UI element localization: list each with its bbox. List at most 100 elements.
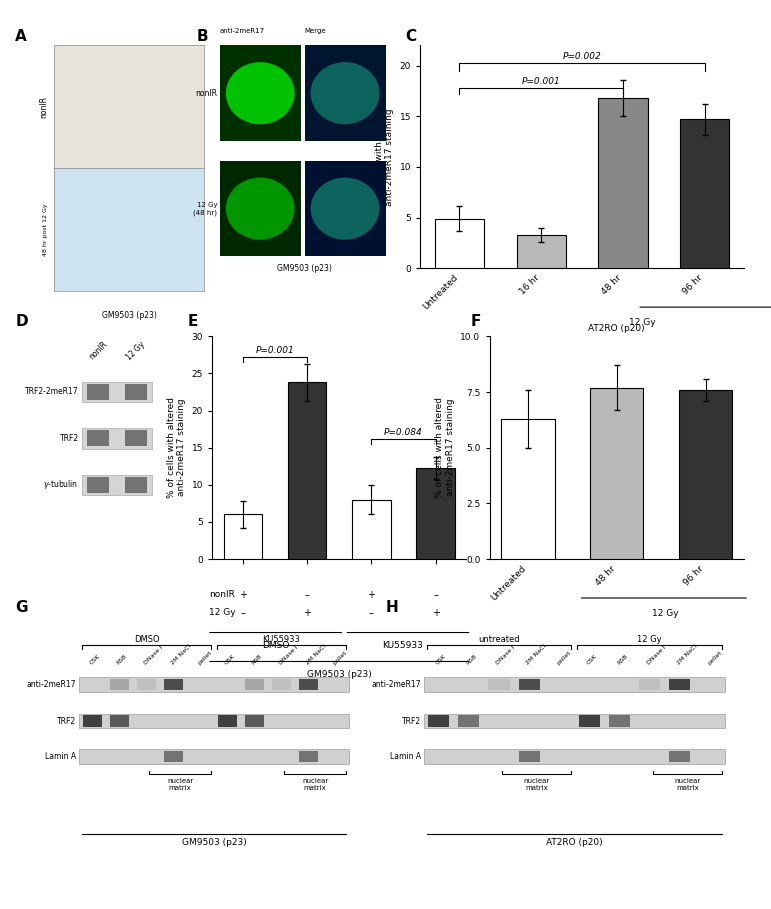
Text: A: A xyxy=(15,29,27,45)
Text: TRF2: TRF2 xyxy=(57,716,76,725)
Bar xyxy=(299,751,318,763)
Text: P=0.084: P=0.084 xyxy=(384,427,423,436)
Y-axis label: % of cells with altered
anti-2meR17 staining: % of cells with altered anti-2meR17 stai… xyxy=(375,106,394,207)
Text: AT2RO (p20): AT2RO (p20) xyxy=(546,838,603,847)
Bar xyxy=(680,119,729,268)
Bar xyxy=(299,678,318,690)
Text: 12 Gy: 12 Gy xyxy=(629,318,656,327)
Text: GM9503 (p23): GM9503 (p23) xyxy=(277,264,332,273)
Text: CSK: CSK xyxy=(224,654,236,666)
Text: 2M NaCl: 2M NaCl xyxy=(305,644,327,666)
Ellipse shape xyxy=(311,177,379,240)
Bar xyxy=(519,678,540,690)
Text: 2M NaCl: 2M NaCl xyxy=(676,644,699,666)
Text: 2M NaCl: 2M NaCl xyxy=(526,644,547,666)
Text: B: B xyxy=(197,29,208,45)
Text: DNase I: DNase I xyxy=(646,645,667,666)
Text: +: + xyxy=(303,608,311,618)
Text: 12 Gy: 12 Gy xyxy=(651,609,678,618)
Text: CSK: CSK xyxy=(89,654,101,666)
Text: nonIR: nonIR xyxy=(195,89,217,98)
Text: –: – xyxy=(433,590,438,600)
Bar xyxy=(218,715,237,727)
Bar xyxy=(669,678,691,690)
Bar xyxy=(416,468,455,559)
Bar xyxy=(598,98,648,268)
Text: nonIR: nonIR xyxy=(210,590,235,599)
Bar xyxy=(110,715,129,727)
Text: anti-2meR17: anti-2meR17 xyxy=(27,680,76,689)
Bar xyxy=(86,477,109,493)
Text: Merge: Merge xyxy=(305,27,326,34)
Text: H: H xyxy=(386,600,399,615)
Text: anti-2meR17: anti-2meR17 xyxy=(220,27,265,34)
Text: nonIR: nonIR xyxy=(87,340,109,362)
Text: DMSO: DMSO xyxy=(262,642,289,651)
Bar xyxy=(579,715,600,727)
Text: RSB: RSB xyxy=(116,654,128,666)
Bar xyxy=(501,419,554,559)
Bar xyxy=(428,715,449,727)
Bar xyxy=(125,384,147,400)
Text: P=0.001: P=0.001 xyxy=(522,77,561,86)
Text: DNase I: DNase I xyxy=(143,645,163,666)
Text: P=0.002: P=0.002 xyxy=(563,52,601,61)
Bar xyxy=(82,474,152,495)
Text: pellet: pellet xyxy=(197,650,213,666)
Text: +: + xyxy=(367,590,375,600)
Text: 12 Gy: 12 Gy xyxy=(638,634,662,644)
Text: untreated: untreated xyxy=(478,634,520,644)
Bar xyxy=(164,751,183,763)
Bar xyxy=(110,678,129,690)
Text: TRF2-2meR17: TRF2-2meR17 xyxy=(25,387,79,396)
Bar xyxy=(245,678,264,690)
Text: nuclear
matrix: nuclear matrix xyxy=(524,777,550,791)
Ellipse shape xyxy=(226,177,295,240)
Bar xyxy=(79,677,349,692)
Y-axis label: % of cells with altered
anti-2meR17 staining: % of cells with altered anti-2meR17 stai… xyxy=(436,397,455,498)
Text: +: + xyxy=(239,590,247,600)
Bar xyxy=(489,678,510,690)
Text: nuclear
matrix: nuclear matrix xyxy=(675,777,701,791)
Text: GM9503 (p23): GM9503 (p23) xyxy=(307,670,372,679)
Bar xyxy=(224,514,262,559)
Bar xyxy=(245,715,264,727)
Bar xyxy=(424,677,725,692)
Text: DNase I: DNase I xyxy=(278,645,298,666)
Ellipse shape xyxy=(311,177,379,240)
Text: 12 Gy: 12 Gy xyxy=(210,608,236,617)
Text: –: – xyxy=(369,608,374,618)
Bar xyxy=(519,751,540,763)
Text: –: – xyxy=(305,590,309,600)
Text: DMSO: DMSO xyxy=(133,634,160,644)
Text: GM9503 (p23): GM9503 (p23) xyxy=(550,339,614,348)
Bar xyxy=(79,749,349,764)
Bar xyxy=(125,477,147,493)
Text: CSK: CSK xyxy=(436,654,447,666)
Bar xyxy=(352,500,391,559)
Text: C: C xyxy=(405,29,416,45)
Text: P=0.001: P=0.001 xyxy=(256,346,295,355)
Bar xyxy=(272,678,291,690)
Text: D: D xyxy=(15,314,28,329)
Text: RSB: RSB xyxy=(251,654,263,666)
Text: GM9503 (p23): GM9503 (p23) xyxy=(182,838,246,847)
Bar xyxy=(125,431,147,446)
Bar xyxy=(639,678,660,690)
Bar xyxy=(79,714,349,728)
Bar xyxy=(83,715,102,727)
Text: E: E xyxy=(187,314,197,329)
Title: AT2RO (p20): AT2RO (p20) xyxy=(588,324,645,333)
Text: nuclear
matrix: nuclear matrix xyxy=(167,777,194,791)
Text: Lamin A: Lamin A xyxy=(45,752,76,761)
Text: 12 Gy
(48 hr): 12 Gy (48 hr) xyxy=(194,203,217,215)
Bar xyxy=(609,715,630,727)
Text: KU55933: KU55933 xyxy=(382,642,423,651)
Text: $\gamma$-tubulin: $\gamma$-tubulin xyxy=(43,478,79,491)
Y-axis label: % of cells with altered
anti-2meR17 staining: % of cells with altered anti-2meR17 stai… xyxy=(167,397,186,498)
Text: RSB: RSB xyxy=(616,654,628,666)
Text: TRF2: TRF2 xyxy=(59,434,79,443)
Bar xyxy=(679,390,732,559)
Bar xyxy=(435,218,484,268)
Text: anti-2meR17: anti-2meR17 xyxy=(371,680,421,689)
